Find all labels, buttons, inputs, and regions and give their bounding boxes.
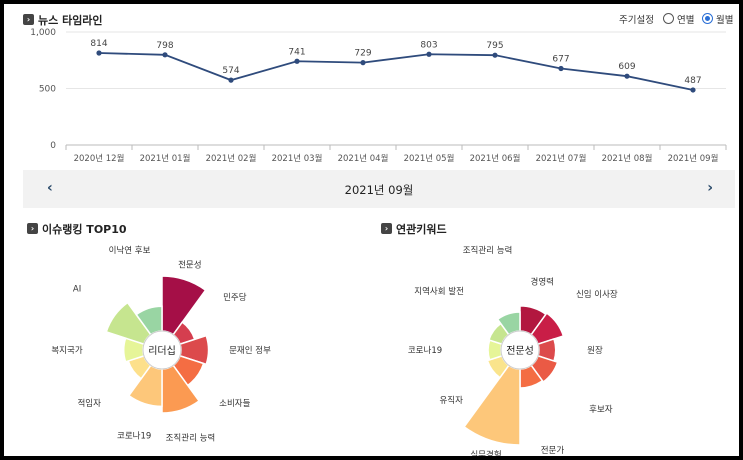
x-tick-label: 2021년 09월 <box>668 153 719 164</box>
data-point <box>96 50 102 56</box>
section-marker-icon: › <box>27 223 38 234</box>
y-tick-label: 500 <box>39 85 56 95</box>
slice-label: 지역사회 발전 <box>414 286 464 297</box>
prev-month-button[interactable]: ‹ <box>47 180 53 196</box>
data-label: 609 <box>618 62 635 72</box>
y-tick-label: 0 <box>50 141 56 151</box>
polar-slice <box>463 364 521 446</box>
slice-label: 민주당 <box>223 292 247 303</box>
data-point <box>690 87 696 93</box>
x-tick-label: 2021년 02월 <box>206 153 257 164</box>
timeline-title: 뉴스 타임라인 <box>38 14 103 27</box>
slice-label: 실무경험 <box>470 450 501 456</box>
yearly-radio-label[interactable]: 연별 <box>677 15 695 26</box>
slice-label: 조직관리 능력 <box>463 245 513 256</box>
center-circle <box>142 330 182 370</box>
current-month-label: 2021년 09월 <box>344 183 414 197</box>
data-label: 814 <box>90 39 107 49</box>
x-tick-label: 2020년 12월 <box>74 153 125 164</box>
center-label: 전문성 <box>506 345 534 357</box>
slice-label: 이낙연 후보 <box>109 245 151 256</box>
slice-label: 후보자 <box>589 405 613 415</box>
month-navigator: ‹ 2021년 09월 › <box>23 170 735 208</box>
slice-label: 원장 <box>587 345 603 356</box>
data-point <box>162 52 168 58</box>
slice-label: 신임 이사장 <box>576 289 618 300</box>
data-label: 729 <box>354 49 371 59</box>
section-marker-icon: › <box>381 223 392 234</box>
data-point <box>228 77 234 83</box>
slice-label: 코로나19 <box>117 432 151 442</box>
slice-label: 적임자 <box>77 398 101 409</box>
keywords-title: 연관키워드 <box>396 223 447 236</box>
data-point <box>294 58 300 64</box>
x-tick-label: 2021년 04월 <box>338 153 389 164</box>
data-label: 795 <box>486 41 503 51</box>
news-panel: › 뉴스 타임라인 주기설정 연별 월별 0 500 1,000 2020년 12월 2… <box>4 4 739 456</box>
slice-label: 전문성 <box>178 259 201 270</box>
slice-label: 조직관리 능력 <box>166 432 216 443</box>
center-circle <box>500 330 540 370</box>
x-tick-label: 2021년 05월 <box>404 153 455 164</box>
yearly-radio[interactable] <box>663 13 674 24</box>
data-label: 741 <box>288 47 305 57</box>
data-point <box>492 52 498 58</box>
data-point <box>558 65 564 72</box>
section-marker-icon: › <box>23 14 34 25</box>
slice-label: 소비자들 <box>219 399 250 409</box>
data-label: 798 <box>156 41 173 51</box>
period-setting-label: 주기설정 <box>619 15 654 26</box>
slice-label: 복지국가 <box>51 346 82 356</box>
center-label: 리더십 <box>148 345 176 357</box>
next-month-button[interactable]: › <box>707 180 713 196</box>
data-label: 574 <box>222 66 239 76</box>
monthly-radio-label[interactable]: 월별 <box>716 15 734 26</box>
data-point <box>426 51 432 57</box>
y-tick-label: 1,000 <box>30 28 56 38</box>
issue-ranking-title: 이슈랭킹 TOP10 <box>42 223 127 236</box>
x-tick-label: 2021년 01월 <box>140 153 191 164</box>
data-label: 803 <box>420 40 437 50</box>
slice-label: 전문가 <box>541 445 565 456</box>
data-point <box>360 60 366 66</box>
data-label: 677 <box>552 54 569 64</box>
data-label: 487 <box>684 76 701 86</box>
timeline-line-chart: 0 500 1,000 2020년 12월 2021년 01월 2021년 02월 2021… <box>30 28 727 164</box>
x-tick-label: 2021년 07월 <box>536 153 587 164</box>
x-tick-label: 2021년 03월 <box>272 153 323 164</box>
monthly-radio[interactable] <box>702 13 713 24</box>
slice-label: AI <box>73 284 81 294</box>
slice-label: 코로나19 <box>408 346 442 356</box>
x-tick-label: 2021년 06월 <box>470 153 521 164</box>
data-point <box>624 73 630 79</box>
slice-label: 문재인 정부 <box>229 345 271 356</box>
slice-label: 유직자 <box>439 395 463 406</box>
x-tick-label: 2021년 08월 <box>602 153 653 164</box>
slice-label: 경영력 <box>531 277 554 288</box>
series-line <box>98 52 694 91</box>
